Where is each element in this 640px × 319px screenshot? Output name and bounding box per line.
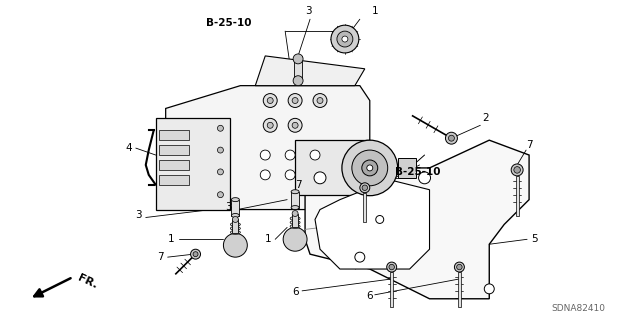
Bar <box>294 56 302 81</box>
Bar <box>292 213 298 227</box>
Bar <box>364 193 366 222</box>
Bar <box>232 219 238 234</box>
Circle shape <box>232 217 238 222</box>
Polygon shape <box>156 118 230 210</box>
Circle shape <box>337 31 353 47</box>
Circle shape <box>223 234 247 257</box>
Circle shape <box>376 216 384 223</box>
Circle shape <box>367 165 372 171</box>
Text: FR.: FR. <box>76 273 99 291</box>
Text: 7: 7 <box>526 140 532 150</box>
Circle shape <box>263 93 277 108</box>
Bar <box>159 175 189 185</box>
Bar <box>458 272 461 307</box>
Circle shape <box>445 132 458 144</box>
Text: 5: 5 <box>531 234 538 244</box>
Circle shape <box>285 150 295 160</box>
Circle shape <box>419 172 431 184</box>
Text: 6: 6 <box>367 291 373 301</box>
Circle shape <box>191 249 200 259</box>
Circle shape <box>449 135 454 141</box>
Circle shape <box>288 118 302 132</box>
Polygon shape <box>166 85 370 210</box>
Circle shape <box>310 150 320 160</box>
Circle shape <box>387 262 397 272</box>
Text: 3: 3 <box>305 6 312 16</box>
Bar <box>159 130 189 140</box>
Circle shape <box>283 227 307 251</box>
Text: 1: 1 <box>371 6 378 16</box>
Ellipse shape <box>230 222 241 226</box>
Text: 3: 3 <box>225 202 232 211</box>
Circle shape <box>293 76 303 85</box>
Ellipse shape <box>232 213 239 218</box>
Circle shape <box>260 170 270 180</box>
Text: 6: 6 <box>292 287 298 297</box>
Ellipse shape <box>232 198 239 202</box>
Circle shape <box>263 118 277 132</box>
Circle shape <box>285 170 295 180</box>
Circle shape <box>288 93 302 108</box>
Circle shape <box>218 125 223 131</box>
Text: 7: 7 <box>295 180 301 190</box>
Circle shape <box>218 169 223 175</box>
Circle shape <box>511 164 523 176</box>
Bar <box>291 192 299 208</box>
Circle shape <box>362 185 367 190</box>
Circle shape <box>292 211 298 217</box>
Circle shape <box>360 183 370 193</box>
Text: B-25-10: B-25-10 <box>395 167 440 177</box>
Text: B-25-10: B-25-10 <box>205 18 251 28</box>
Bar <box>159 145 189 155</box>
Bar <box>397 158 415 178</box>
Circle shape <box>292 122 298 128</box>
Ellipse shape <box>291 190 299 194</box>
Bar <box>390 272 393 307</box>
Ellipse shape <box>290 225 300 228</box>
Bar <box>159 160 189 170</box>
Text: 1: 1 <box>167 234 174 244</box>
Circle shape <box>362 160 378 176</box>
Text: 4: 4 <box>125 143 132 153</box>
Circle shape <box>454 262 465 272</box>
Polygon shape <box>315 180 429 269</box>
Circle shape <box>352 150 388 186</box>
Text: 7: 7 <box>157 252 164 262</box>
Circle shape <box>292 98 298 103</box>
Circle shape <box>389 264 394 270</box>
Bar <box>295 140 370 195</box>
Ellipse shape <box>290 220 300 225</box>
Ellipse shape <box>291 205 299 210</box>
Circle shape <box>268 98 273 103</box>
Circle shape <box>355 252 365 262</box>
Circle shape <box>514 167 520 173</box>
Circle shape <box>331 25 359 53</box>
Circle shape <box>342 140 397 196</box>
Circle shape <box>313 93 327 108</box>
Circle shape <box>317 98 323 103</box>
Circle shape <box>193 252 198 257</box>
Circle shape <box>293 54 303 64</box>
Ellipse shape <box>290 217 300 220</box>
Ellipse shape <box>230 230 241 234</box>
Polygon shape <box>305 140 529 299</box>
Circle shape <box>268 122 273 128</box>
Text: 1: 1 <box>265 234 271 244</box>
Circle shape <box>260 150 270 160</box>
Circle shape <box>457 264 462 270</box>
Text: SDNA82410: SDNA82410 <box>552 304 606 313</box>
Circle shape <box>484 284 494 294</box>
Circle shape <box>218 147 223 153</box>
Text: 2: 2 <box>482 113 488 123</box>
Bar <box>516 176 518 216</box>
Circle shape <box>314 172 326 184</box>
Circle shape <box>218 192 223 198</box>
Ellipse shape <box>230 226 241 230</box>
Polygon shape <box>255 56 365 85</box>
Bar <box>232 200 239 216</box>
Circle shape <box>342 36 348 42</box>
Text: 3: 3 <box>136 210 142 219</box>
